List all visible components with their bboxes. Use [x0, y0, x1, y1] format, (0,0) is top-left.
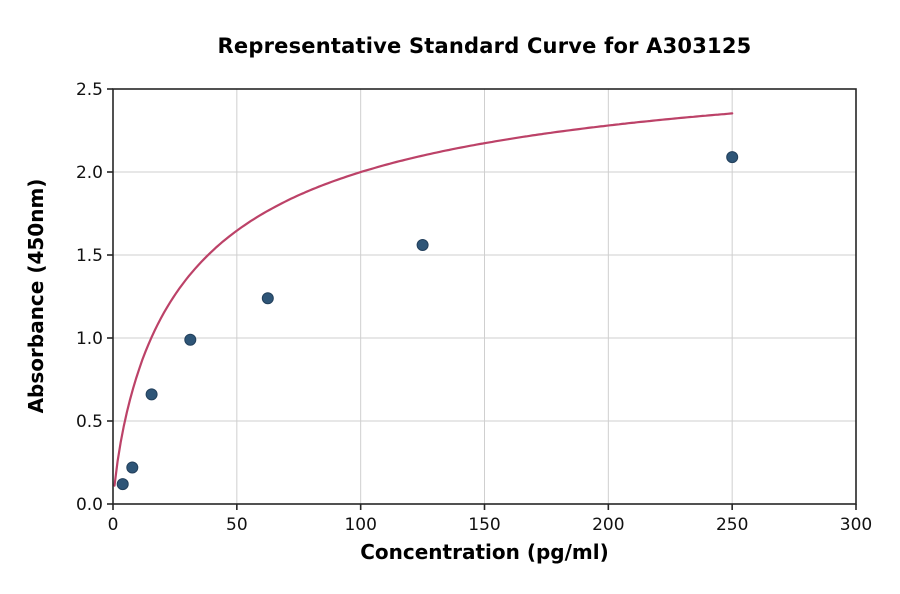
data-point [261, 292, 274, 305]
y-tick-label: 2.0 [76, 163, 103, 183]
y-tick-label: 1.5 [76, 246, 103, 266]
data-point [145, 388, 158, 401]
y-tick-label: 1.0 [76, 329, 103, 349]
y-axis-label: Absorbance (450nm) [24, 178, 48, 414]
data-point [184, 333, 197, 346]
fit-curve [113, 112, 734, 487]
y-tick-label: 0.0 [76, 495, 103, 515]
x-tick-label: 200 [592, 515, 624, 535]
y-tick-label: 0.5 [76, 412, 103, 432]
x-tick-label: 150 [468, 515, 500, 535]
x-tick-label: 50 [226, 515, 248, 535]
x-tick-label: 300 [840, 515, 872, 535]
x-tick-label: 0 [108, 515, 119, 535]
data-point [126, 461, 139, 474]
x-tick-label: 250 [716, 515, 748, 535]
y-tick-label: 2.5 [76, 80, 103, 100]
data-point [726, 151, 739, 164]
chart-title: Representative Standard Curve for A30312… [217, 34, 752, 58]
data-point [416, 239, 429, 251]
data-point [116, 478, 129, 491]
x-tick-label: 100 [344, 515, 376, 535]
x-axis-label: Concentration (pg/ml) [360, 540, 609, 564]
